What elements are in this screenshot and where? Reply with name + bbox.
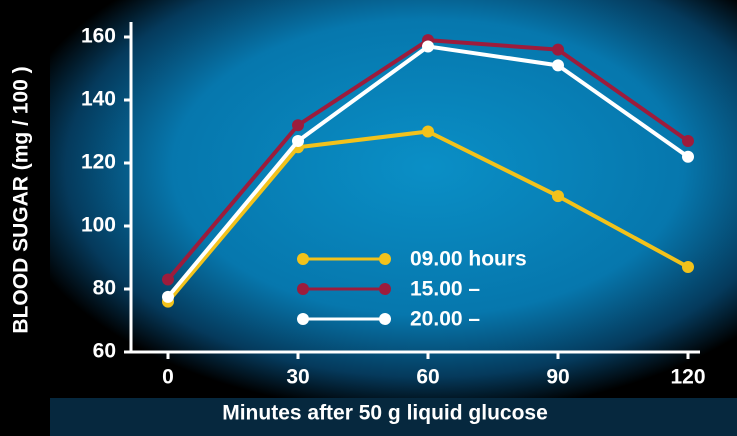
footer-band — [50, 398, 737, 436]
y-tick-label: 160 — [81, 25, 116, 48]
legend-marker — [379, 283, 391, 295]
data-point — [552, 59, 564, 72]
legend-marker — [379, 253, 391, 265]
data-point — [292, 134, 304, 147]
x-tick-label: 120 — [670, 366, 705, 389]
data-point — [552, 190, 564, 203]
data-point — [422, 40, 434, 53]
y-tick-label: 140 — [81, 88, 116, 111]
legend-label: 15.00 – — [410, 278, 480, 301]
legend-label: 09.00 hours — [410, 248, 527, 271]
y-axis-title: BLOOD SUGAR (mg / 100 ) — [10, 66, 33, 333]
x-tick-label: 0 — [162, 366, 174, 389]
legend-marker — [297, 253, 309, 265]
data-point — [162, 273, 174, 286]
y-tick-label: 60 — [93, 340, 116, 363]
x-axis-title: Minutes after 50 g liquid glucose — [222, 402, 548, 425]
y-tick-label: 120 — [81, 151, 116, 174]
y-tick-label: 80 — [93, 277, 116, 300]
legend-marker — [297, 283, 309, 295]
data-point — [422, 125, 434, 138]
x-tick-label: 60 — [416, 366, 439, 389]
x-tick-label: 30 — [286, 366, 309, 389]
data-point — [682, 134, 694, 147]
data-point — [292, 119, 304, 132]
data-point — [682, 260, 694, 273]
legend-marker — [379, 313, 391, 325]
legend-label: 20.00 – — [410, 308, 480, 331]
x-tick-label: 90 — [546, 366, 569, 389]
y-tick-label: 100 — [81, 214, 116, 237]
data-point — [552, 43, 564, 56]
plot-background — [50, 0, 737, 398]
legend-marker — [297, 313, 309, 325]
data-point — [162, 290, 174, 303]
data-point — [682, 150, 694, 163]
